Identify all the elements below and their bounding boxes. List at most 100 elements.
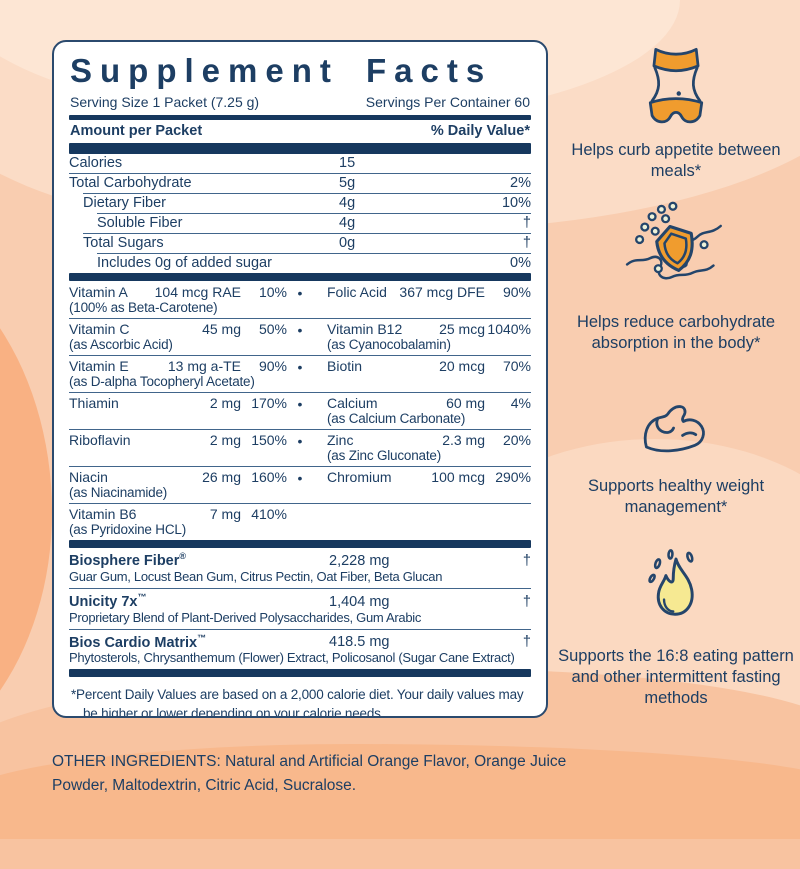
column-separator-dot: • (297, 470, 303, 486)
nutrient-dv: 290% (495, 469, 531, 485)
benefit-text: Supports the 16:8 eating pattern and oth… (558, 647, 794, 708)
table-row: Vitamin C 45 mg 50% (as Ascorbic Acid) •… (69, 318, 531, 355)
nutrient-amount: 4g (339, 215, 356, 231)
nutrient-amount: 60 mg (446, 395, 485, 411)
table-row: Dietary Fiber 4g 10% (83, 193, 531, 213)
nutrient-name: Niacin (69, 469, 108, 485)
servings-per-container: Servings Per Container 60 (365, 94, 530, 110)
nutrient-amount: 5g (339, 175, 356, 191)
nutrient-dv: 90% (258, 358, 287, 374)
blend-dv: † (522, 552, 531, 569)
nutrient-name: Total Carbohydrate (69, 175, 192, 191)
nutrient-source: (as Pyridoxine HCL) (69, 522, 186, 537)
table-row: Vitamin E 13 mg a-TE 90% (as D-alpha Toc… (69, 355, 531, 392)
table-row: Total Sugars 0g † (83, 233, 531, 253)
nutrient-amount: 7 mg (209, 506, 241, 522)
nutrient-amount: 2 mg (209, 395, 241, 411)
nutrient-dv: 150% (251, 432, 287, 448)
nutrient-name: Vitamin B12 (327, 321, 403, 337)
nutrient-dv: 10% (258, 284, 287, 300)
amount-header: Amount per Packet (70, 123, 203, 139)
nutrient-dv: 170% (251, 395, 287, 411)
daily-value-header: % Daily Value* (430, 123, 530, 139)
nutrient-source: (as Calcium Carbonate) (327, 411, 466, 426)
benefit-text: Supports healthy weight management* (587, 477, 765, 517)
nutrient-dv: 160% (251, 469, 287, 485)
table-row: Calories 15 (69, 154, 531, 173)
nutrient-amount: 45 mg (202, 321, 241, 337)
benefit-text: Helps curb appetite between meals* (571, 141, 781, 181)
nutrient-source: (as Niacinamide) (69, 485, 168, 500)
table-row: Bios Cardio Matrix™ 418.5 mg † Phytoster… (69, 628, 531, 670)
benefit-text: Helps reduce carbohydrate absorption in … (576, 313, 776, 353)
nutrient-amount: 20 mcg (439, 358, 485, 374)
table-row: Includes 0g of added sugar 0% (97, 253, 531, 273)
nutrient-amount: 15 (339, 155, 356, 171)
nutrient-dv: 20% (502, 432, 531, 448)
blend-name: Unicity 7x™ (69, 591, 147, 610)
blend-amount: 2,228 mg (329, 552, 390, 569)
blend-ingredients: Proprietary Blend of Plant-Derived Polys… (69, 609, 422, 625)
table-row: Vitamin B6 7 mg 410% (as Pyridoxine HCL) (69, 503, 531, 540)
nutrient-source: (as Cyanocobalamin) (327, 337, 451, 352)
supplement-facts-panel: Supplement Facts Serving Size 1 Packet (… (52, 40, 548, 718)
nutrient-name: Vitamin E (69, 358, 129, 374)
blend-dv: † (522, 634, 531, 651)
blend-name: Bios Cardio Matrix™ (69, 632, 207, 651)
nutrient-amount: 104 mcg RAE (154, 284, 241, 300)
column-separator-dot: • (297, 322, 303, 338)
nutrient-source: (100% as Beta-Carotene) (69, 300, 218, 315)
benefit-carb-absorption: Helps reduce carbohydrate absorption in … (552, 200, 800, 354)
nutrient-dv: 2% (510, 175, 531, 191)
divider-bar (69, 669, 531, 678)
benefit-intermittent-fasting: Supports the 16:8 eating pattern and oth… (552, 548, 800, 709)
nutrient-amount: 100 mcg (431, 469, 485, 485)
nutrition-section: Calories 15 Total Carbohydrate 5g 2% Die… (69, 154, 531, 273)
nutrient-name: Riboflavin (69, 432, 131, 448)
column-separator-dot: • (297, 359, 303, 375)
table-row: Thiamin 2 mg 170% • Calcium 60 mg 4% (as… (69, 392, 531, 429)
nutrient-name: Biotin (327, 358, 363, 374)
nutrient-amount: 13 mg a-TE (167, 358, 241, 374)
benefit-appetite: Helps curb appetite between meals* (552, 42, 800, 182)
nutrient-name: Dietary Fiber (83, 195, 166, 211)
serving-size: Serving Size 1 Packet (7.25 g) (70, 94, 260, 110)
carb-shield-icon (625, 201, 722, 280)
blends-section: Biosphere Fiber® 2,228 mg † Guar Gum, Lo… (69, 548, 531, 669)
nutrient-name: Zinc (327, 432, 354, 448)
nutrient-dv: 50% (258, 321, 287, 337)
bicep-icon (643, 405, 705, 453)
nutrient-name: Chromium (327, 469, 392, 485)
column-separator-dot: • (297, 433, 303, 449)
column-separator-dot (287, 506, 313, 537)
nutrient-source: (as Zinc Gluconate) (327, 448, 441, 463)
blend-amount: 418.5 mg (329, 634, 390, 651)
nutrient-dv: 4% (510, 395, 531, 411)
nutrient-amount: 2 mg (209, 432, 241, 448)
nutrient-amount: 26 mg (202, 469, 241, 485)
nutrient-dv: 410% (251, 506, 287, 522)
blend-name: Biosphere Fiber® (69, 551, 187, 569)
nutrient-name: Vitamin B6 (69, 506, 137, 522)
nutrient-name: Soluble Fiber (97, 215, 183, 231)
nutrient-amount: 4g (339, 195, 356, 211)
nutrient-dv: 70% (502, 358, 531, 374)
blend-ingredients: Guar Gum, Locust Bean Gum, Citrus Pectin… (69, 568, 443, 584)
footnotes: *Percent Daily Values are based on a 2,0… (69, 682, 531, 716)
nutrient-amount: 367 mcg DFE (399, 284, 485, 300)
panel-title: Supplement Facts (70, 52, 493, 89)
nutrient-name: Folic Acid (327, 284, 387, 300)
nutrient-dv: 90% (502, 284, 531, 300)
nutrient-name: Calcium (327, 395, 378, 411)
blend-amount: 1,404 mg (329, 593, 390, 610)
nutrient-dv: 0% (510, 255, 531, 271)
other-ingredients: OTHER INGREDIENTS: Natural and Artificia… (52, 753, 567, 795)
nutrient-dv: † (522, 235, 531, 251)
table-row: Biosphere Fiber® 2,228 mg † Guar Gum, Lo… (69, 548, 531, 588)
nutrient-amount: 25 mcg (439, 321, 485, 337)
divider-bar (69, 143, 531, 154)
table-row: Riboflavin 2 mg 150% • Zinc 2.3 mg 20% (… (69, 429, 531, 466)
nutrient-name: Vitamin C (69, 321, 130, 337)
divider-bar (69, 540, 531, 548)
nutrient-name: Total Sugars (83, 235, 164, 251)
